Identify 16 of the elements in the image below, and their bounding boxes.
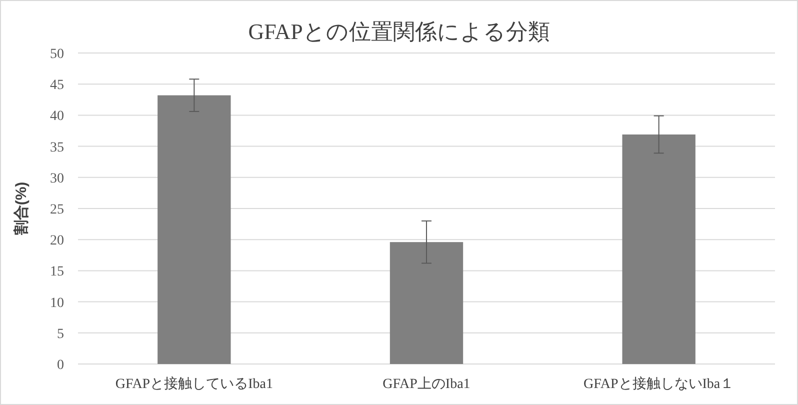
y-tick-label: 35 (50, 140, 64, 156)
y-tick-label: 10 (50, 296, 64, 311)
y-tick-label: 40 (50, 109, 64, 124)
y-tick-label: 5 (57, 326, 64, 342)
y-tick-label: 15 (50, 264, 64, 280)
y-axis-title: 割合(%) (13, 182, 30, 236)
y-tick-label: 50 (50, 47, 64, 62)
x-tick-label: GFAPと接触しないIba１ (584, 376, 734, 392)
y-tick-label: 20 (50, 234, 64, 249)
x-tick-label: GFAP上のIba1 (382, 376, 470, 392)
y-tick-label: 0 (57, 358, 64, 373)
y-tick-label: 45 (50, 78, 64, 94)
y-tick-label: 30 (50, 171, 64, 186)
chart-title: GFAPとの位置関係による分類 (248, 19, 550, 44)
y-tick-label: 25 (50, 202, 64, 218)
x-tick-label: GFAPと接触しているIba1 (115, 376, 273, 392)
